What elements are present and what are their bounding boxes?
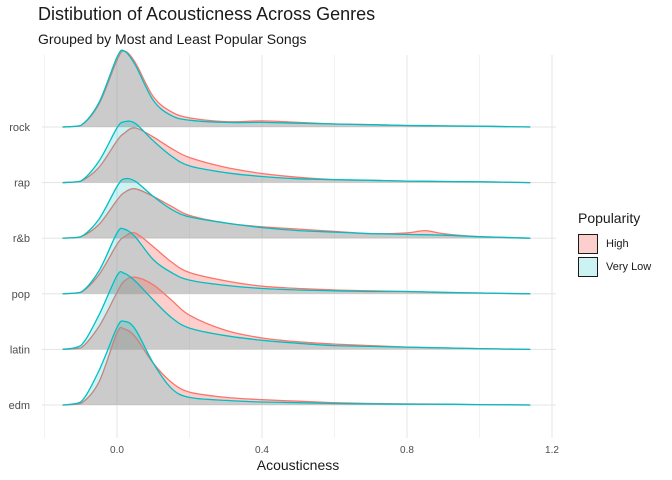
- ridge-rb: [62, 177, 531, 239]
- density-fill-very-low: [62, 271, 531, 350]
- legend-key-very-low: [578, 256, 598, 277]
- chart-title: Distibution of Acousticness Across Genre…: [38, 4, 376, 24]
- density-fill-high: [62, 188, 531, 239]
- chart-subtitle: Grouped by Most and Least Popular Songs: [38, 31, 307, 47]
- ridge-latin: [62, 270, 531, 351]
- density-fill-high: [62, 327, 531, 405]
- vertical-gridlines: [44, 55, 553, 438]
- y-tick-label-rap: rap: [14, 178, 30, 190]
- legend-label-very-low: Very Low: [606, 260, 652, 273]
- y-tick-label-latin: latin: [10, 344, 30, 356]
- y-tick-label-rb: r&b: [13, 233, 30, 245]
- density-fill-high: [62, 127, 531, 183]
- ridge-rap: [62, 120, 531, 184]
- density-fill-very-low: [62, 121, 531, 183]
- density-line-very-low: [62, 120, 531, 184]
- density-line-very-low: [62, 177, 531, 239]
- density-fill-high: [62, 50, 531, 127]
- ridge-pop: [62, 227, 531, 295]
- legend-title: Popularity: [578, 210, 641, 226]
- y-tick-label-edm: edm: [9, 400, 30, 412]
- density-line-very-low: [62, 227, 531, 295]
- legend-label-high: High: [606, 237, 629, 250]
- y-tick-label-rock: rock: [9, 122, 30, 134]
- legend-item-high: High: [578, 232, 651, 255]
- density-line-very-low: [62, 270, 531, 351]
- density-fill-very-low: [62, 321, 531, 405]
- density-line-very-low: [62, 49, 531, 128]
- legend-item-very-low: Very Low: [578, 255, 651, 278]
- density-fill-high: [62, 277, 531, 350]
- x-tick-label: 0.8: [400, 445, 414, 456]
- density-fill-very-low: [62, 178, 531, 239]
- y-tick-label-pop: pop: [12, 289, 30, 301]
- density-fill-very-low: [62, 50, 531, 127]
- legend: Popularity High Very Low: [578, 210, 651, 278]
- ridge-edm: [62, 320, 531, 406]
- horizontal-gridlines: [42, 126, 556, 406]
- density-fill-high: [62, 232, 531, 294]
- ridgeline-plot: rock rap r&b pop latin edm 0.0 0.4 0.8 1.2 Acousti…: [9, 49, 559, 473]
- x-axis-title: Acousticness: [257, 457, 339, 473]
- legend-key-high: [578, 233, 598, 254]
- x-tick-label: 1.2: [545, 445, 559, 456]
- ridge-rock: [62, 49, 531, 128]
- x-tick-label: 0.0: [110, 445, 124, 456]
- x-tick-label: 0.4: [255, 445, 269, 456]
- density-line-very-low: [62, 320, 531, 406]
